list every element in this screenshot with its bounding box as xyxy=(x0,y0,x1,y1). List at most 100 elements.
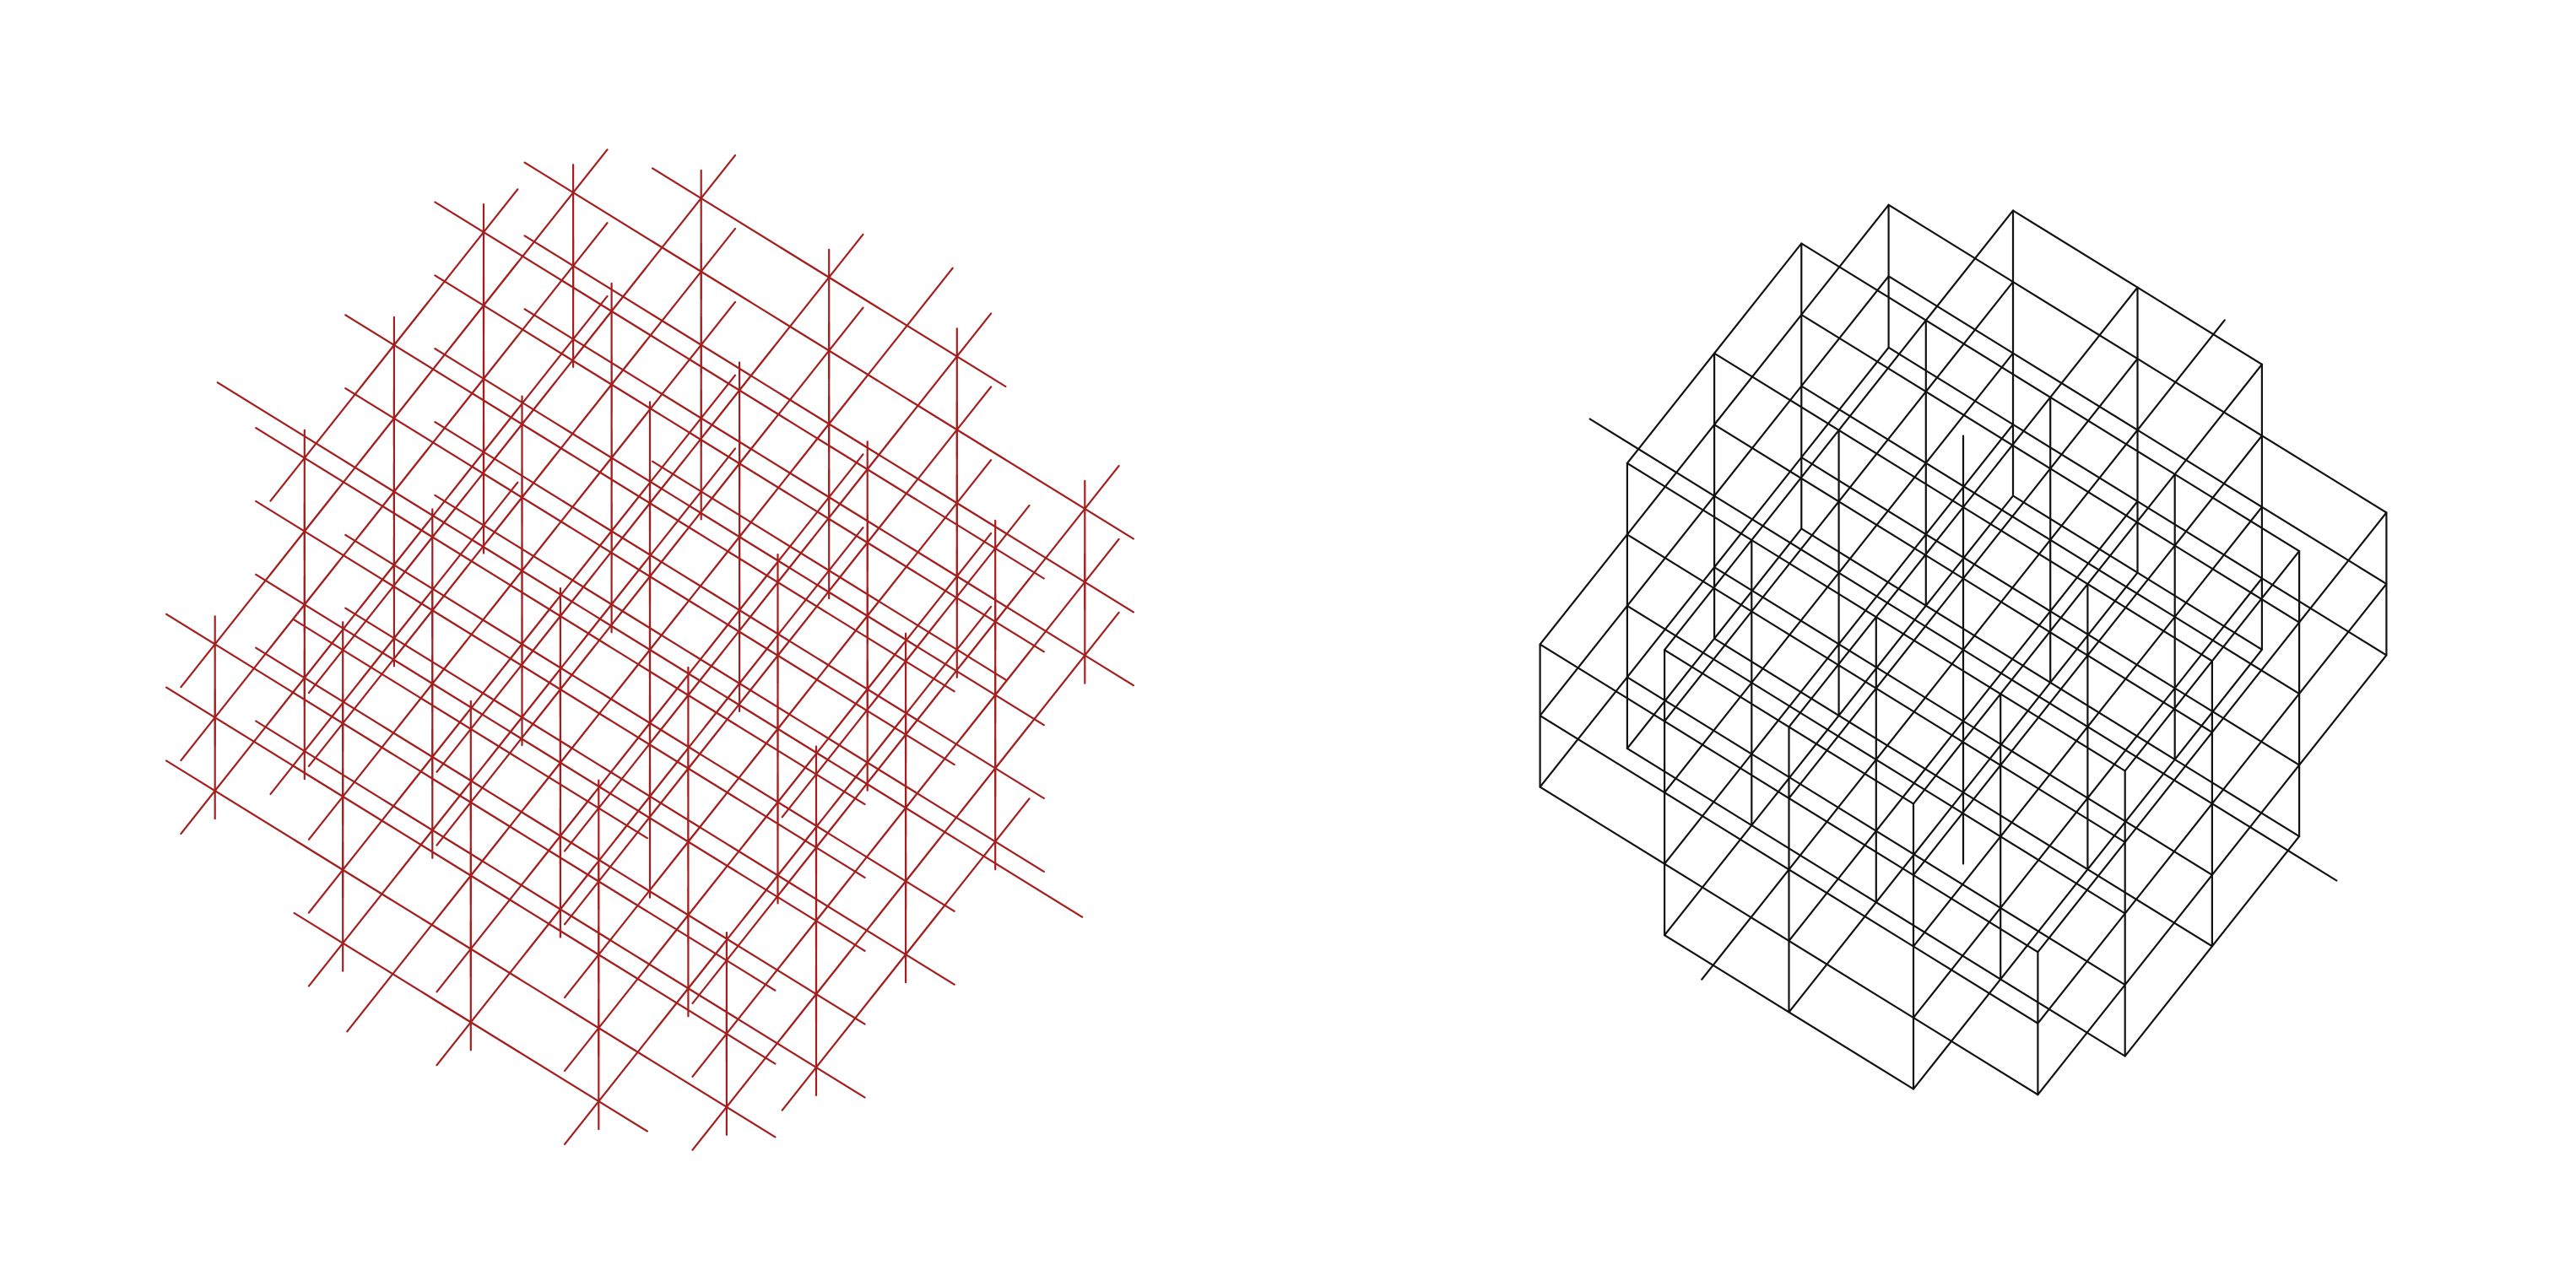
lattice-edge xyxy=(2173,544,2301,624)
lattice-edge xyxy=(1626,495,1716,608)
lattice-edge xyxy=(1837,571,1965,651)
lattice-edge xyxy=(1875,791,1965,904)
lattice-edge xyxy=(1924,423,2015,536)
lattice-edge xyxy=(2211,549,2301,662)
lattice-edge xyxy=(1626,676,1753,755)
lattice-edge xyxy=(1912,1016,2039,1096)
lattice-edge xyxy=(448,222,609,423)
lattice-edge xyxy=(2297,654,2388,766)
lattice-edge xyxy=(576,447,737,649)
lattice-edge xyxy=(793,267,954,468)
lattice-edge xyxy=(1664,824,1753,937)
lattice-edge xyxy=(1962,538,2052,651)
lattice-edge xyxy=(1800,203,1890,316)
lattice-edge xyxy=(1962,468,2052,580)
lattice-edge xyxy=(2124,803,2214,915)
lattice-edge xyxy=(832,459,993,660)
lattice-edge xyxy=(1664,681,1753,794)
lattice-edge xyxy=(2173,435,2264,547)
red-lattice-figure xyxy=(165,149,1135,1151)
lattice-edge xyxy=(960,611,1120,813)
lattice-edge xyxy=(1924,391,2052,470)
lattice-edge xyxy=(1713,352,1840,431)
lattice-edge xyxy=(728,770,955,912)
lattice-edge xyxy=(2086,868,2214,948)
lattice-edge xyxy=(1875,648,1965,761)
lattice-edge xyxy=(907,398,1135,540)
lattice-edge xyxy=(2136,286,2264,365)
lattice-edge xyxy=(2011,495,2139,574)
lattice-edge xyxy=(638,884,866,1025)
lattice-edge xyxy=(2000,582,2089,695)
lattice-edge xyxy=(2086,758,2176,871)
lattice-edge xyxy=(2136,500,2264,580)
lattice-edge xyxy=(1626,462,1753,542)
lattice-edge xyxy=(2011,280,2139,360)
lattice-edge xyxy=(1788,797,1915,877)
lattice-edge xyxy=(1539,714,1666,794)
lattice-edge xyxy=(2173,687,2301,766)
lattice-edge xyxy=(832,386,993,587)
lattice-edge xyxy=(728,551,955,693)
lattice-edge xyxy=(2000,693,2126,772)
lattice-edge xyxy=(1800,242,1927,322)
lattice-edge xyxy=(2173,577,2264,689)
lattice-edge xyxy=(1962,396,2052,509)
lattice-edge xyxy=(2173,473,2301,553)
lattice-edge xyxy=(421,698,649,840)
lattice-edge xyxy=(2049,396,2176,476)
lattice-edge xyxy=(1626,637,1716,750)
lattice-edge xyxy=(960,538,1120,739)
lattice-edge xyxy=(2000,654,2089,766)
lattice-edge xyxy=(1800,275,1890,387)
lattice-edge xyxy=(1701,868,1790,981)
lattice-edge xyxy=(1626,424,1716,536)
lattice-edge xyxy=(1751,714,1840,827)
lattice-edge xyxy=(2136,571,2264,651)
lattice-edge xyxy=(2011,209,2139,289)
lattice-edge xyxy=(1912,835,2002,948)
lattice-edge xyxy=(1788,939,1915,1019)
lattice-edge xyxy=(1962,791,2089,871)
lattice-edge xyxy=(1788,726,1915,805)
lattice-edge xyxy=(704,527,864,727)
lattice-edge xyxy=(638,664,866,806)
lattice-edge xyxy=(1626,747,1753,827)
lattice-edge xyxy=(549,923,777,1065)
lattice-edge xyxy=(728,844,955,986)
lattice-edge xyxy=(549,850,777,992)
lattice-edge xyxy=(2173,363,2264,476)
lattice-edge xyxy=(549,997,777,1138)
lattice-edge xyxy=(1788,868,1915,948)
lattice-edge xyxy=(1788,616,1877,728)
lattice-edge xyxy=(1751,571,1840,684)
lattice-edge xyxy=(1837,462,1927,574)
lattice-edge xyxy=(2211,764,2301,876)
lattice-edge xyxy=(2086,544,2176,657)
lattice-edge xyxy=(1887,346,2015,426)
lattice-edge xyxy=(1788,687,1877,800)
lattice-edge xyxy=(704,306,864,508)
lattice-edge xyxy=(2136,429,2264,508)
lattice-edge xyxy=(1837,714,1965,794)
lattice-edge xyxy=(2049,468,2176,547)
lattice-edge xyxy=(1912,693,2002,805)
lattice-edge xyxy=(907,472,1135,613)
lattice-edge xyxy=(1912,978,2002,1090)
lattice-edge xyxy=(2011,352,2139,431)
lattice-edge xyxy=(817,511,1045,653)
lattice-edge xyxy=(448,295,609,496)
lattice-edge xyxy=(2086,797,2214,876)
lattice-edge xyxy=(960,464,1120,666)
lattice-edge xyxy=(1751,753,1877,832)
lattice-edge xyxy=(1837,391,1927,503)
lattice-edge xyxy=(2000,726,2089,838)
lattice-edge xyxy=(1837,604,1927,717)
lattice-edge xyxy=(1788,1011,1915,1090)
lattice-edge xyxy=(779,246,1007,388)
lattice-edge xyxy=(2173,505,2264,619)
lattice-edge xyxy=(870,504,1031,705)
lattice-edge xyxy=(1837,500,1965,580)
lattice-edge xyxy=(2086,473,2176,586)
lattice-edge xyxy=(2037,840,2126,954)
